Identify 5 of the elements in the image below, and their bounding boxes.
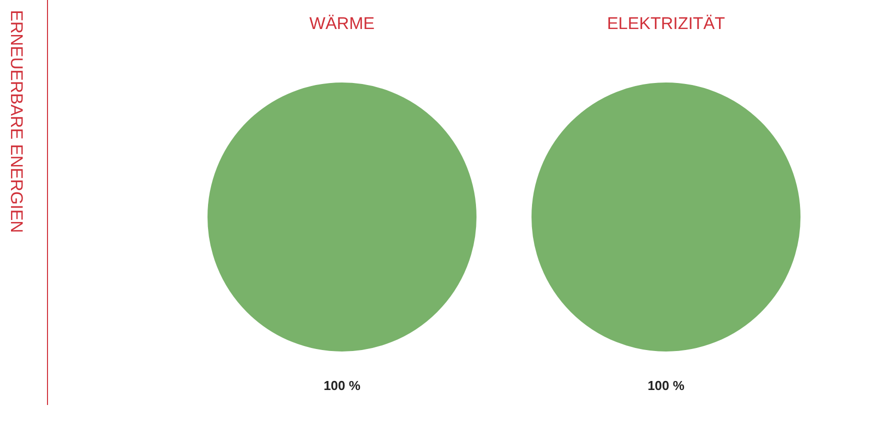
data-label: 100 % <box>324 378 361 393</box>
chart-title: WÄRME <box>309 14 375 33</box>
text: ERNEUERBARE ENERGIEN <box>6 10 26 233</box>
data-label: 100 % <box>648 378 685 393</box>
chart-title: ELEKTRIZITÄT <box>606 14 726 33</box>
